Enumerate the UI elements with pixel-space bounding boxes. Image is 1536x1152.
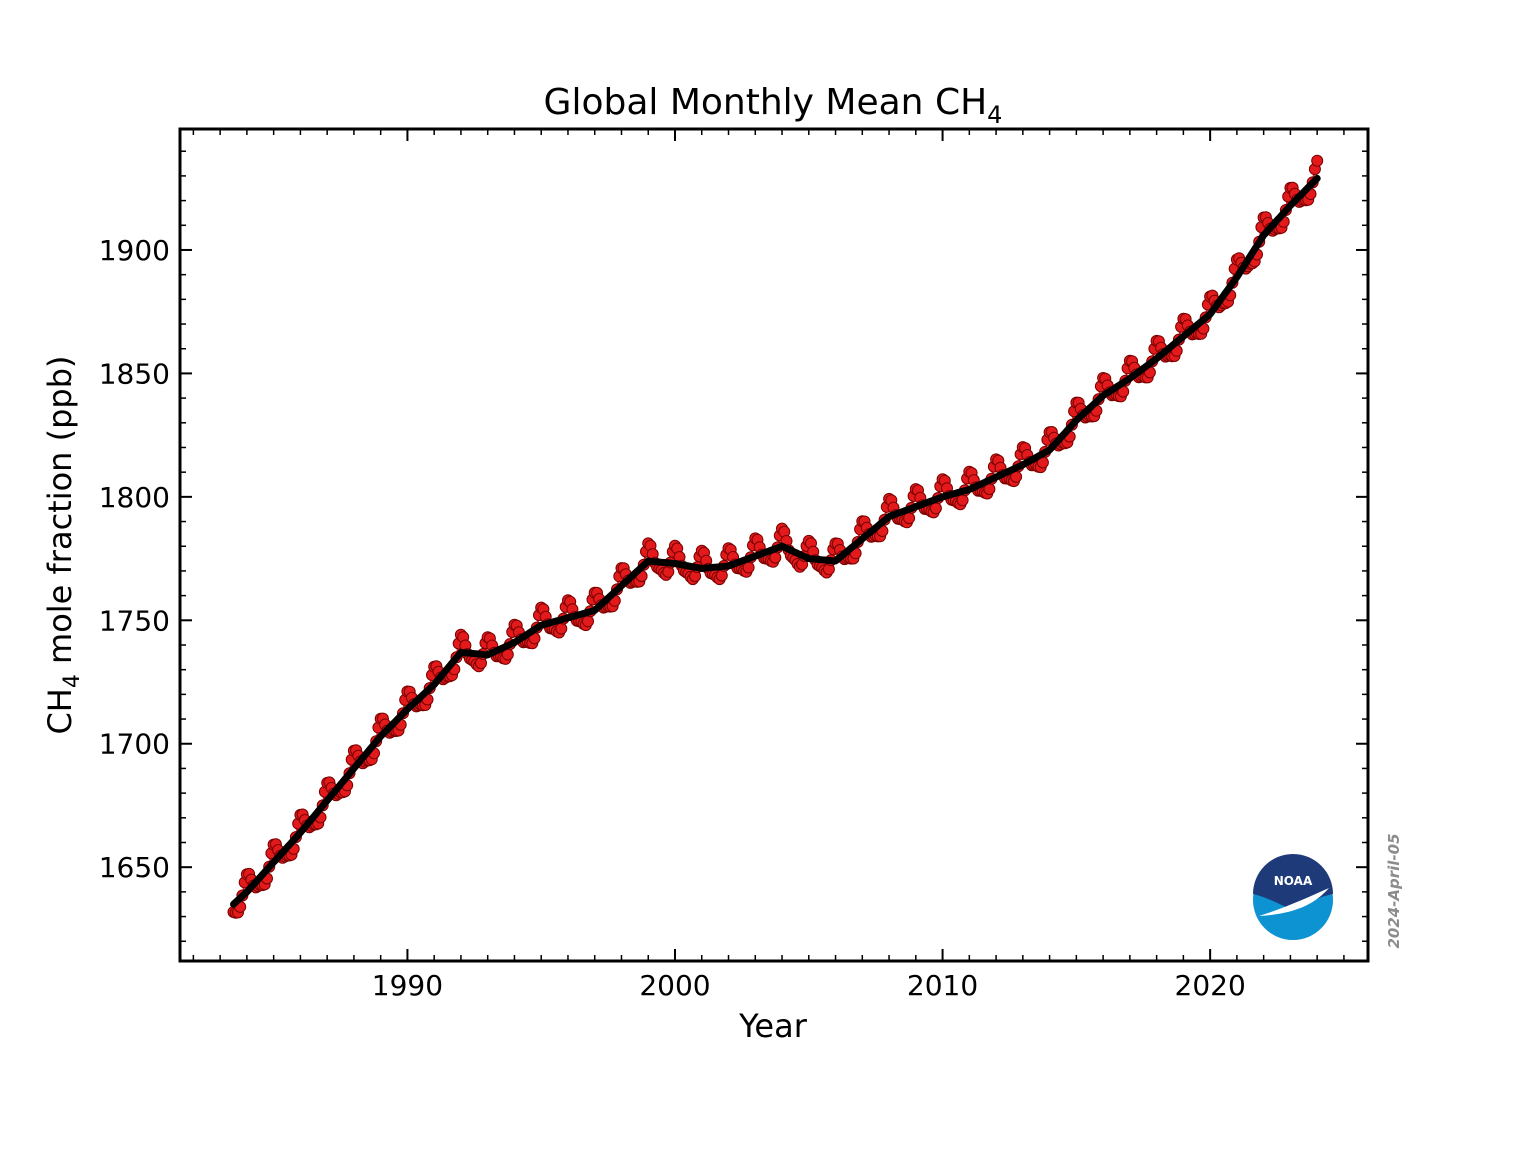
x-tick-label: 1990 [372,969,443,1002]
plot-area [227,154,1324,919]
axes [178,127,1370,963]
y-tick-label: 1900 [99,234,170,267]
y-axis-title-suffix: mole fraction (ppb) [41,355,79,674]
y-axis-title-prefix: CH [41,688,79,734]
x-tick-label: 2020 [1175,969,1246,1002]
monthly-mean-point [1311,154,1324,167]
y-axis-title: CH4 mole fraction (ppb) [41,355,85,734]
y-axis-title-subscript: 4 [60,674,85,688]
y-tick-label: 1700 [99,728,170,761]
y-tick-label: 1800 [99,481,170,514]
date-stamp: 2024-April-05 [1385,833,1403,948]
axis-labels: 1990 2000 2010 2020 1650 1700 1750 1800 1850 1900… [41,234,1246,1045]
logo-text: NOAA [1274,874,1313,888]
y-tick-label: 1750 [99,604,170,637]
x-tick-label: 2000 [639,969,710,1002]
x-tick-label: 2010 [907,969,978,1002]
trend-line [230,174,1321,908]
noaa-logo: NOAA [1253,854,1333,940]
chart-title: Global Monthly Mean CH4 [544,82,1003,129]
chart-title-group: Global Monthly Mean CH4 [544,82,1003,129]
chart-title-text: Global Monthly Mean CH [544,82,988,123]
monthly-mean-point [555,622,568,635]
plot-frame [178,127,1370,963]
monthly-mean-point [956,494,969,507]
date-stamp-group: 2024-April-05 [1385,833,1403,948]
chart-title-subscript: 4 [987,101,1002,129]
x-axis-title: Year [738,1007,808,1045]
monthly-mean-point [582,615,594,628]
y-tick-label: 1850 [99,357,170,390]
y-tick-label: 1650 [99,851,170,884]
